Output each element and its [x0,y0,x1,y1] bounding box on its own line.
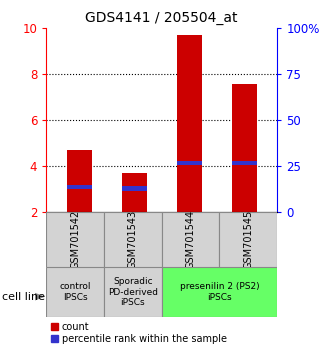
Bar [232,84,257,212]
Polygon shape [35,293,45,301]
Text: GSM701543: GSM701543 [128,210,138,269]
Bar [46,212,104,267]
Legend: count, percentile rank within the sample: count, percentile rank within the sample [51,322,227,344]
Bar [232,161,257,165]
Bar [46,267,104,317]
Text: control
IPSCs: control IPSCs [59,282,91,302]
Text: GSM701545: GSM701545 [243,210,253,269]
Bar [177,35,202,212]
Bar [177,161,202,165]
Bar [104,267,162,317]
Text: cell line: cell line [2,292,45,302]
Title: GDS4141 / 205504_at: GDS4141 / 205504_at [85,11,238,24]
Text: GSM701544: GSM701544 [185,210,196,269]
Bar [162,212,219,267]
Bar [219,212,277,267]
Text: presenilin 2 (PS2)
iPSCs: presenilin 2 (PS2) iPSCs [180,282,259,302]
Text: GSM701542: GSM701542 [70,210,80,269]
Bar [162,267,277,317]
Bar [67,150,92,212]
Bar [104,212,162,267]
Bar [122,173,147,212]
Bar [67,185,92,189]
Bar [122,187,147,190]
Text: Sporadic
PD-derived
iPSCs: Sporadic PD-derived iPSCs [108,277,158,307]
